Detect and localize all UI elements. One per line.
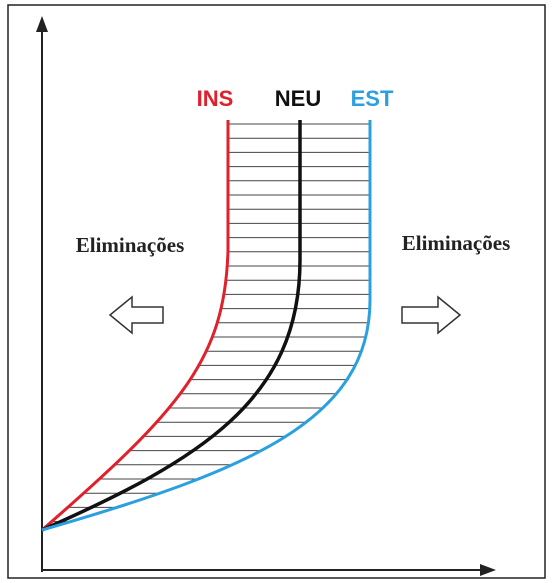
ins-label: INS [197,86,234,111]
right-arrow [401,295,462,335]
neu-label: NEU [275,86,321,111]
neu-curve [41,120,302,532]
left-annotation: Eliminações [76,233,185,257]
right-annotation: Eliminações [402,231,511,255]
ins-curve [41,120,230,532]
y-arrow [36,16,48,32]
est-curve [41,120,372,532]
x-arrow [480,564,496,576]
left-arrow [108,295,164,335]
est-label: EST [351,86,394,111]
